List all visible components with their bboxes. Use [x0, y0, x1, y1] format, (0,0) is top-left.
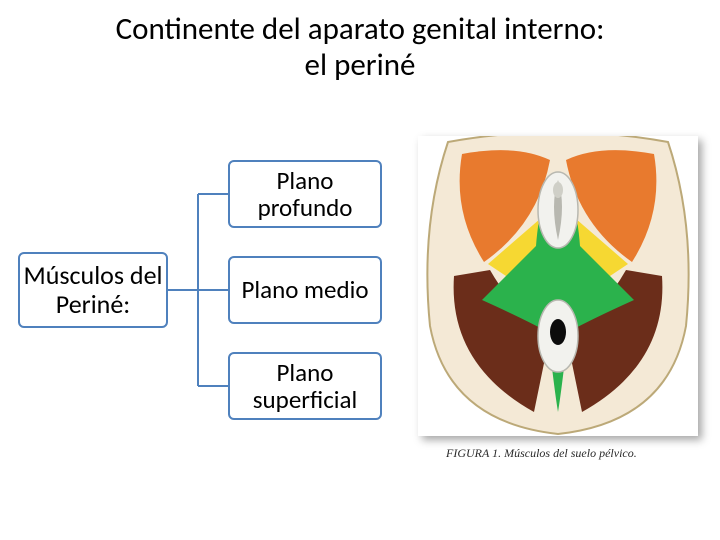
- hierarchy-child-2: Plano superficial: [228, 352, 382, 420]
- hierarchy-root-label: Músculos del Periné:: [20, 261, 166, 318]
- hierarchy-child-1: Plano medio: [228, 256, 382, 324]
- anatomy-illustration: [418, 136, 698, 436]
- hierarchy-child-0: Plano profundo: [228, 160, 382, 228]
- anatomy-figure: FIGURA 1. Músculos del suelo pélvico.: [418, 136, 698, 476]
- hierarchy-child-0-label: Plano profundo: [230, 167, 380, 222]
- hierarchy-root: Músculos del Periné:: [18, 252, 168, 328]
- figure-caption: FIGURA 1. Músculos del suelo pélvico.: [418, 446, 698, 461]
- hierarchy-child-1-label: Plano medio: [241, 276, 368, 304]
- content-area: Músculos del Periné: Plano profundo Plan…: [0, 120, 720, 520]
- title-line-2: el periné: [305, 46, 416, 84]
- hierarchy-child-2-label: Plano superficial: [230, 359, 380, 414]
- title-line-1: Continente del aparato genital interno:: [116, 10, 605, 48]
- slide-title: Continente del aparato genital interno: …: [0, 0, 720, 83]
